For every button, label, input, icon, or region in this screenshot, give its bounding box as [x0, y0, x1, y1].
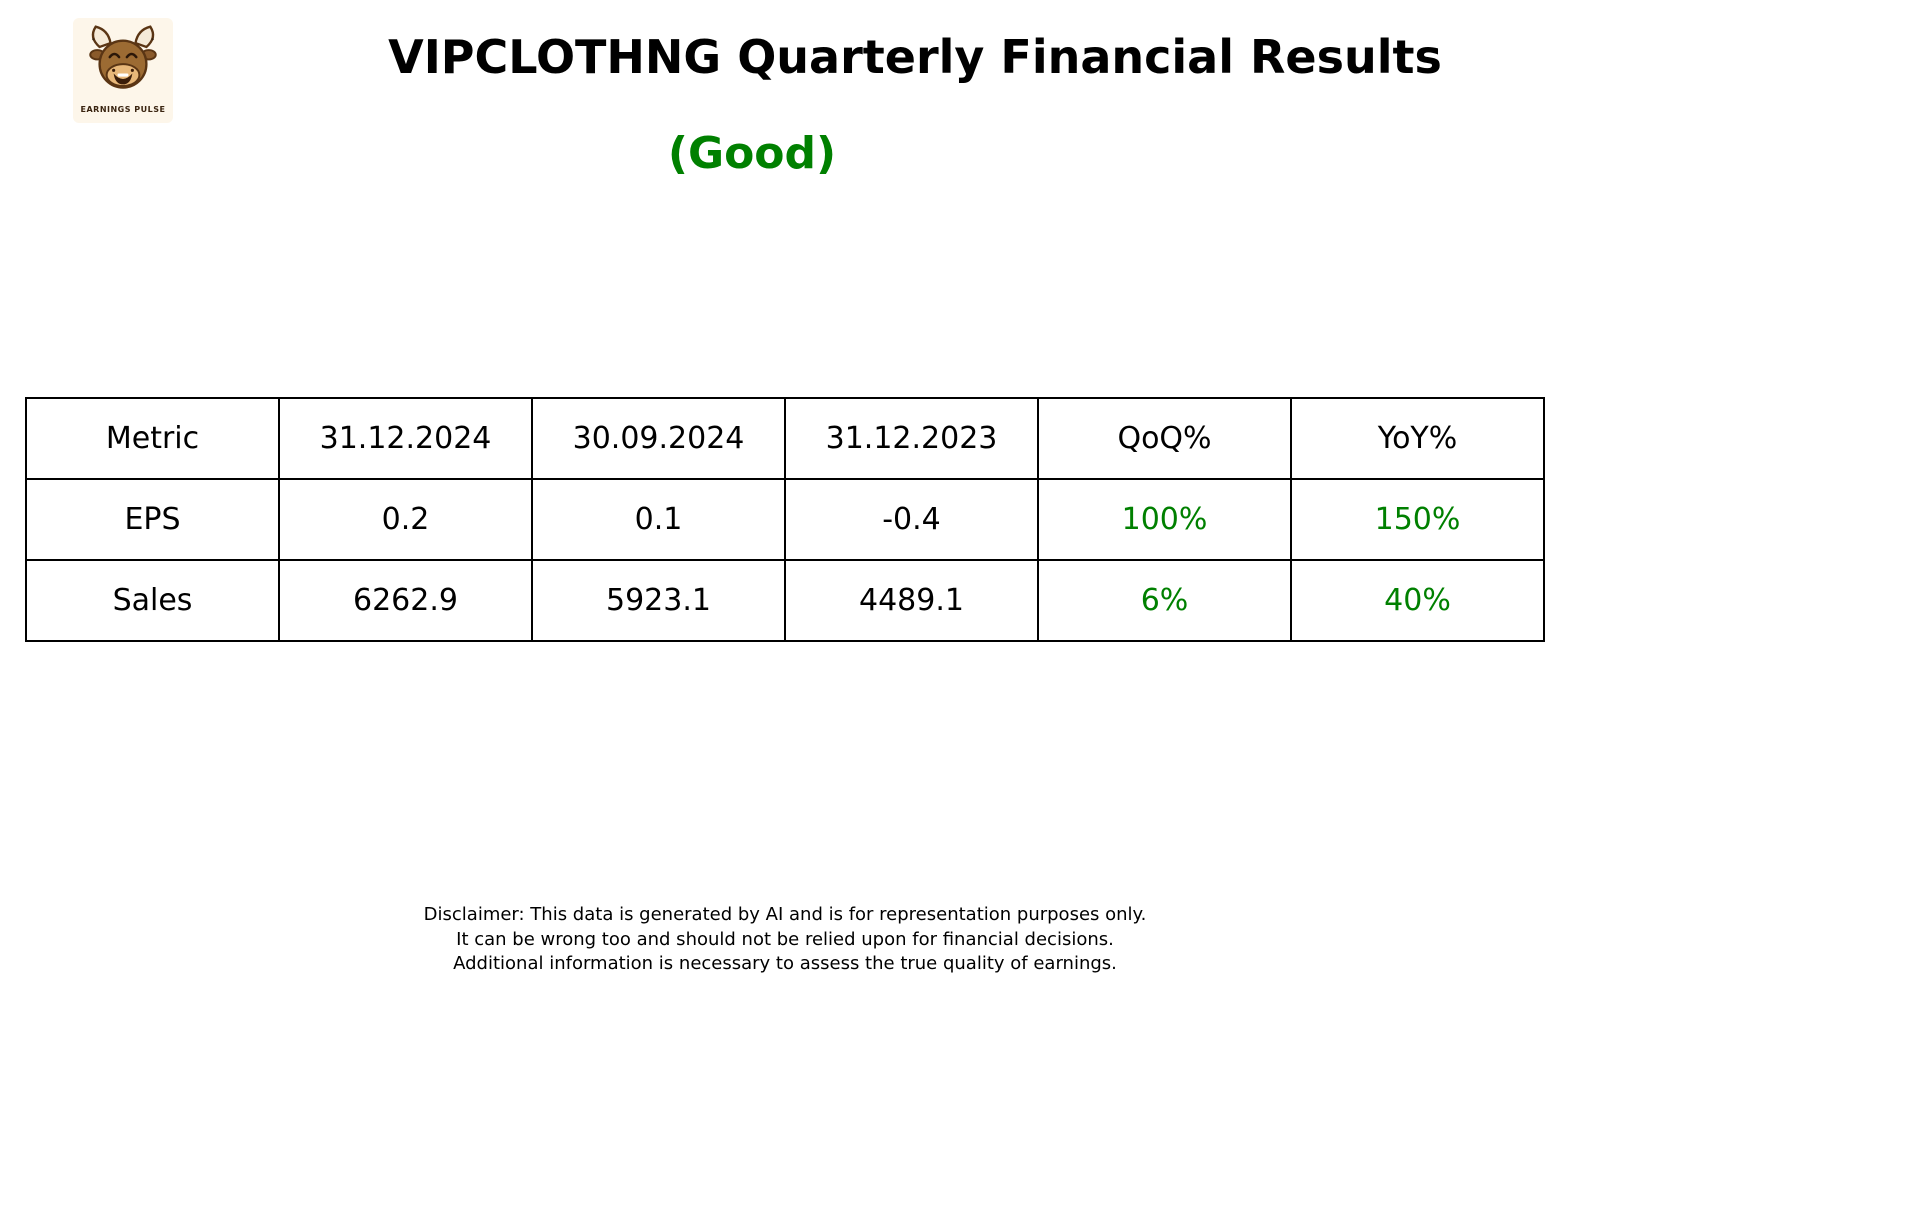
- cell-value: 6262.9: [278, 559, 533, 642]
- table-row-eps: EPS 0.2 0.1 -0.4 100% 150%: [25, 478, 1545, 561]
- cell-yoy-change: 150%: [1290, 478, 1545, 561]
- col-header-q-prev: 30.09.2024: [531, 397, 786, 480]
- col-header-q-latest: 31.12.2024: [278, 397, 533, 480]
- disclaimer-line: Additional information is necessary to a…: [453, 953, 1117, 974]
- cell-qoq-change: 6%: [1037, 559, 1292, 642]
- disclaimer: Disclaimer: This data is generated by AI…: [424, 903, 1147, 977]
- disclaimer-line: It can be wrong too and should not be re…: [456, 928, 1114, 950]
- table-header-row: Metric 31.12.2024 30.09.2024 31.12.2023 …: [25, 397, 1545, 480]
- verdict-badge: (Good): [667, 128, 837, 179]
- cell-value: -0.4: [784, 478, 1039, 561]
- col-header-qoq: QoQ%: [1037, 397, 1292, 480]
- col-header-q-yearago: 31.12.2023: [784, 397, 1039, 480]
- disclaimer-line: Disclaimer: This data is generated by AI…: [423, 904, 1147, 925]
- logo-brand: EARNINGS PULSE: [80, 105, 166, 114]
- page-title: VIPCLOTHNG Quarterly Financial Results: [388, 30, 1442, 84]
- col-header-yoy: YoY%: [1290, 397, 1545, 480]
- col-header-metric: Metric: [25, 397, 280, 480]
- table-row-sales: Sales 6262.9 5923.1 4489.1 6% 40%: [25, 559, 1545, 642]
- cell-qoq-change: 100%: [1037, 478, 1292, 561]
- cell-yoy-change: 40%: [1290, 559, 1545, 642]
- cell-value: 5923.1: [531, 559, 786, 642]
- cell-value: 0.2: [278, 478, 533, 561]
- row-label: Sales: [25, 559, 280, 642]
- cell-value: 0.1: [531, 478, 786, 561]
- cell-value: 4489.1: [784, 559, 1039, 642]
- results-table: Metric 31.12.2024 30.09.2024 31.12.2023 …: [25, 397, 1545, 642]
- bull-icon: [84, 22, 162, 104]
- logo: EARNINGS PULSE: [73, 18, 173, 123]
- row-label: EPS: [25, 478, 280, 561]
